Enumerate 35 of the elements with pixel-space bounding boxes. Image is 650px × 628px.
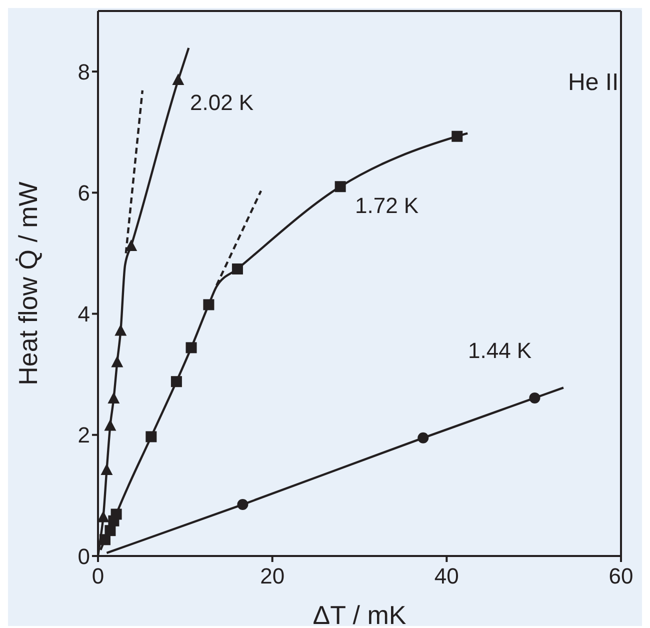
point	[99, 534, 110, 546]
y-tick-label: 8	[78, 59, 90, 84]
annotation: 1.44 K	[468, 338, 532, 363]
x-tick-label: 60	[608, 564, 634, 589]
point	[108, 392, 120, 404]
y-tick-label: 0	[78, 544, 90, 569]
point	[529, 392, 540, 404]
point	[111, 356, 124, 368]
point	[237, 499, 248, 510]
x-axis-title: ΔT / mK	[312, 600, 407, 628]
x-tick-label: 20	[260, 564, 285, 589]
point	[232, 263, 243, 274]
y-tick-label: 2	[78, 422, 90, 448]
point	[98, 510, 110, 522]
y-axis-title: Heat flow Q̇ / mW	[13, 181, 44, 386]
x-tick-label: 40	[434, 564, 459, 589]
point	[170, 376, 182, 388]
point	[418, 432, 429, 444]
annotation: 2.02 K	[190, 90, 254, 115]
point	[334, 181, 346, 192]
point	[186, 342, 197, 354]
annotation: He II	[568, 69, 619, 96]
point	[104, 525, 116, 536]
point	[452, 130, 463, 142]
point	[146, 431, 157, 442]
y-tick-label: 4	[78, 302, 90, 327]
point	[100, 464, 113, 476]
point	[172, 74, 184, 86]
point	[203, 299, 214, 310]
y-tick-label: 6	[78, 180, 90, 206]
point	[110, 508, 122, 520]
annotation: 1.72 K	[355, 193, 419, 218]
point	[125, 239, 138, 251]
point	[114, 324, 127, 336]
point	[104, 419, 116, 431]
